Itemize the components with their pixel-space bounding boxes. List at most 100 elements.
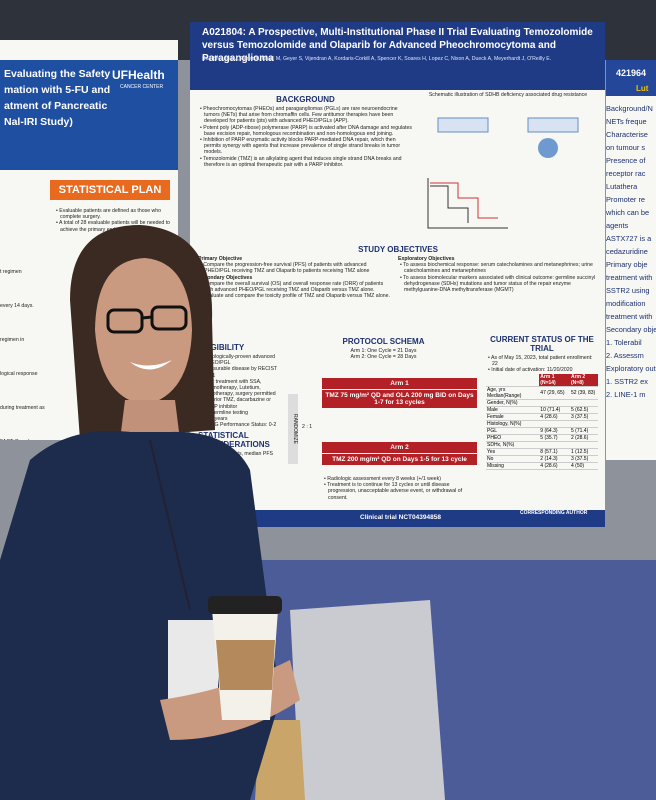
neck (120, 400, 180, 440)
randomize: RANDOMIZE (288, 394, 298, 464)
table-cell: 3 (37.5) (570, 455, 598, 463)
center-poster: A021804: A Prospective, Multi-Institutio… (190, 22, 605, 527)
text-line: Lutathera (606, 182, 638, 191)
objective: Compare the overall survival (OS) and ov… (203, 281, 393, 293)
objective-list: To assess biochemical response: serum ca… (398, 262, 598, 293)
badge (168, 620, 218, 700)
arm-2: Arm 2 TMZ 200 mg/m² QD on Days 1-5 for 1… (322, 442, 477, 465)
section-heading: BACKGROUND (276, 95, 335, 104)
table-cell (539, 441, 570, 449)
side-label: FACT-G scale. (0, 425, 46, 440)
table-cell: PGL (486, 427, 540, 435)
table-row: Yes 8 (57.1) 1 (12.5) (486, 448, 598, 456)
table-cell: PHEO (486, 434, 540, 442)
table-cell (539, 420, 570, 428)
bullet: As of May 15, 2023, total patient enroll… (491, 355, 598, 367)
table-cell: Histology, N(%) (486, 420, 540, 428)
text-line: cedazuridine (606, 247, 648, 256)
note: Radiologic assessment every 8 weeks (+/1… (327, 476, 477, 482)
header-cell: Arm 1 (N=14) (539, 373, 570, 387)
section-heading: STATISTICAL PLAN (50, 180, 170, 200)
figure: Schematic illustration of SDHB deficienc… (418, 92, 598, 247)
section-heading: STUDY OBJECTIVES (358, 245, 438, 254)
eligibility-item: No prior TMZ, dacarbazine or PARP inhibi… (203, 397, 278, 409)
bullet: Evaluable patients are defined as those … (59, 208, 172, 220)
text-line: treatment with (606, 273, 653, 282)
objective-list: Compare the overall survival (OS) and ov… (198, 281, 393, 300)
eligibility-item: Histologically-proven advanced PHEO/PGL (203, 354, 278, 366)
side-label: logical response (0, 371, 38, 377)
trial-id: Clinical trial NCT04394858 (360, 514, 441, 521)
title-line: mation with 5-FU and (4, 84, 111, 96)
arm-text: TMZ 75 mg/m² QD and OLA 200 mg BID on Da… (322, 390, 477, 408)
text-lines: Background/N NETs freque Characterise on tu… (606, 102, 656, 401)
text-line: 1. Tolerabil (606, 338, 642, 347)
table-cell: 10 (71.4) (539, 406, 570, 414)
table-cell: 47 (29, 65) (539, 386, 570, 400)
table-cell: Missing (486, 462, 540, 470)
section-heading: CURRENT STATUS OF THE TRIAL (490, 335, 594, 353)
objective: Compare the progression-free survival (P… (203, 262, 393, 274)
section-heading: PROTOCOL SCHEMA (342, 337, 425, 346)
table-cell: 52 (39, 83) (570, 386, 598, 400)
table-cell (570, 399, 598, 407)
text-line: 1. SSTR2 ex (606, 377, 648, 386)
side-label: every 14 days. (0, 303, 34, 309)
bullet: A total of 28 evaluable patients will be… (59, 220, 172, 232)
bullets: Evaluable patients are defined as those … (54, 208, 172, 233)
objective: Evaluate and compare the toxicity profil… (203, 293, 393, 299)
header-band (606, 60, 656, 96)
cycle-line: Arm 1: One Cycle = 21 Days (350, 348, 417, 354)
side-label: regimen in (0, 337, 25, 343)
objective: To assess biomolecular markers associate… (403, 275, 598, 294)
bullet: Temozolomide (TMZ) is an alkylating agen… (203, 156, 413, 168)
bullet: Initial date of activation: 11/20/2020 (491, 367, 598, 373)
title-line: Evaluating the Safety (4, 68, 111, 80)
poster-code: 421964 (616, 68, 647, 78)
arm-1: Arm 1 TMZ 75 mg/m² QD and OLA 200 mg BID… (322, 378, 477, 408)
table-row: Female 4 (28.6) 3 (37.5) (486, 413, 598, 421)
face (95, 258, 192, 405)
side-labels: t regimen every 14 days. regimen in logical… (0, 255, 46, 440)
logo: Lut (636, 84, 649, 93)
poster-title: A021804: A Prospective, Multi-Institutio… (202, 27, 593, 64)
table-cell: 4 (50) (570, 462, 598, 470)
table-cell: Female (486, 413, 540, 421)
header-cell: Arm 2 (N=8) (570, 373, 598, 387)
ratio: 2 : 1 (302, 424, 313, 430)
bullet: Inhibition of PARP enzymatic activity bl… (203, 137, 413, 156)
status: CURRENT STATUS OF THE TRIAL As of May 15… (486, 332, 598, 470)
table-cell: 4 (28.6) (539, 413, 570, 421)
header-band (0, 60, 178, 170)
subheading: Exploratory Objectives (398, 256, 455, 262)
table-cell: Gender, N(%) (486, 399, 540, 407)
footer-bar (190, 510, 605, 527)
notes: Radiologic assessment every 8 weeks (+/1… (322, 476, 477, 501)
text-line: NETs freque (606, 117, 647, 126)
table-cell: 5 (62.5) (570, 406, 598, 414)
text-line: Presence of (606, 156, 646, 165)
text-line: ASTX727 is a (606, 234, 652, 243)
text-line: 2. LINE-1 m (606, 390, 646, 399)
cup-sleeve (216, 640, 275, 690)
table-row: Age, yrs Median(Range) 47 (29, 65) 52 (39,… (486, 386, 598, 400)
table-row: Missing 4 (28.6) 4 (50) (486, 462, 598, 470)
objective-left: Primary Objective Compare the progressio… (198, 256, 393, 299)
side-label: t regimen (0, 269, 22, 275)
arm-label: Arm 1 (322, 378, 477, 389)
cup-lid (208, 596, 282, 614)
text-line: Exploratory out (606, 364, 656, 373)
logo: UFHealth (112, 68, 165, 82)
table-row: Male 10 (71.4) 5 (62.5) (486, 406, 598, 414)
table-cell: No (486, 455, 540, 463)
table-cell: 5 (71.4) (570, 427, 598, 435)
bullet: Potent poly (ADP-ribose) polymerase (PAR… (203, 125, 413, 137)
eligibility-item: ECOG Performance Status: 0-2 (203, 422, 278, 428)
table-cell: SDHx, N(%) (486, 441, 540, 449)
author-heading: CORRESPONDING AUTHOR (520, 510, 588, 516)
table-cell: Yes (486, 448, 540, 456)
objective: To assess biochemical response: serum ca… (403, 262, 598, 274)
text-line: Primary obje (606, 260, 648, 269)
table-row: PHEO 5 (35.7) 2 (28.6) (486, 434, 598, 442)
